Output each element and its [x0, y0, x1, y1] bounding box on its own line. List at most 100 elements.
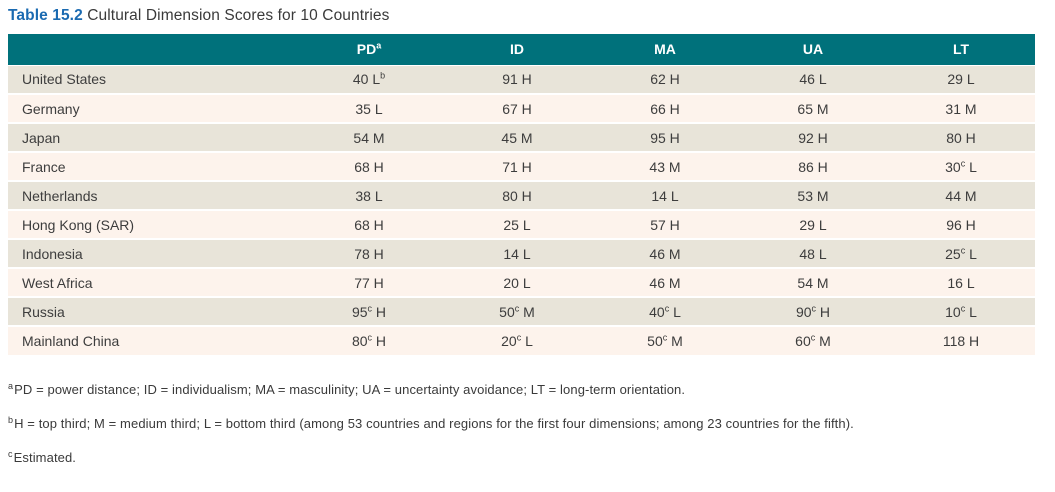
table-row: Japan 54 M 45 M 95 H 92 H 80 H	[8, 122, 1035, 152]
table-number: Table 15.2	[8, 7, 83, 24]
score-cell: 60c M	[739, 325, 887, 355]
column-label: MA	[654, 41, 676, 58]
column-header-lt: LT	[887, 34, 1035, 65]
table-header: PDa ID MA UA LT	[8, 34, 1035, 65]
footnote-marker: c	[367, 302, 373, 313]
table-title: Cultural Dimension Scores for 10 Countri…	[87, 7, 390, 24]
score-cell: 53 M	[739, 180, 887, 210]
footnote-marker: c	[960, 302, 966, 313]
score-cell: 14 L	[591, 180, 739, 210]
header-row: PDa ID MA UA LT	[8, 34, 1035, 65]
table-body: United States 40 Lb 91 H 62 H 46 L 29 L German…	[8, 64, 1035, 355]
score-cell: 95 H	[591, 122, 739, 152]
score-cell: 40 Lb	[295, 64, 443, 94]
country-name: Hong Kong (SAR)	[8, 209, 295, 239]
table-row: Germany 35 L 67 H 66 H 65 M 31 M	[8, 93, 1035, 123]
country-name: Russia	[8, 296, 295, 326]
score-cell: 50c M	[591, 325, 739, 355]
score-cell: 29 L	[887, 64, 1035, 94]
score-cell: 68 H	[295, 151, 443, 181]
score-cell: 78 H	[295, 238, 443, 268]
score-cell: 46 M	[591, 267, 739, 297]
table-row: Netherlands 38 L 80 H 14 L 53 M 44 M	[8, 180, 1035, 210]
column-header-ma: MA	[591, 34, 739, 65]
score-cell: 43 M	[591, 151, 739, 181]
score-cell: 29 L	[739, 209, 887, 239]
score-cell: 96 H	[887, 209, 1035, 239]
score-cell: 25 L	[443, 209, 591, 239]
table-row: United States 40 Lb 91 H 62 H 46 L 29 L	[8, 64, 1035, 94]
page: Table 15.2 Cultural Dimension Scores for…	[8, 7, 1055, 465]
score-cell: 62 H	[591, 64, 739, 94]
score-cell: 71 H	[443, 151, 591, 181]
footnote-marker: b	[380, 70, 386, 81]
footnote-marker: c	[811, 302, 817, 313]
score-cell: 66 H	[591, 93, 739, 123]
score-cell: 10c L	[887, 296, 1035, 326]
column-label: ID	[510, 41, 524, 58]
column-header-id: ID	[443, 34, 591, 65]
score-cell: 86 H	[739, 151, 887, 181]
column-label: LT	[952, 41, 970, 58]
table-row: Indonesia 78 H 14 L 46 M 48 L 25c L	[8, 238, 1035, 268]
score-cell: 38 L	[295, 180, 443, 210]
score-cell: 95c H	[295, 296, 443, 326]
score-cell: 65 M	[739, 93, 887, 123]
footnote-marker: c	[516, 332, 522, 343]
table-row: West Africa 77 H 20 L 46 M 54 M 16 L	[8, 267, 1035, 297]
country-name: Netherlands	[8, 180, 295, 210]
footnote-text: H = top third; M = medium third; L = bot…	[14, 416, 854, 431]
column-label: PD	[356, 41, 377, 58]
footnote-marker: c	[664, 302, 670, 313]
score-cell: 46 L	[739, 64, 887, 94]
score-cell: 68 H	[295, 209, 443, 239]
footnote-marker: c	[514, 302, 520, 313]
score-cell: 20c L	[443, 325, 591, 355]
footnote-b: bH = top third; M = medium third; L = bo…	[8, 414, 1055, 431]
footnote-marker: c	[810, 332, 816, 343]
footnote-marker: a	[8, 380, 14, 391]
footnote-marker: c	[960, 157, 966, 168]
score-cell: 92 H	[739, 122, 887, 152]
score-cell: 20 L	[443, 267, 591, 297]
score-cell: 14 L	[443, 238, 591, 268]
score-cell: 80c H	[295, 325, 443, 355]
country-name: Mainland China	[8, 325, 295, 355]
cultural-dimension-scores-table: PDa ID MA UA LT United States 40 Lb 91 H 62…	[8, 34, 1035, 355]
score-cell: 25c L	[887, 238, 1035, 268]
score-cell: 54 M	[295, 122, 443, 152]
footnote-text: PD = power distance; ID = individualism;…	[14, 382, 686, 397]
footnotes: aPD = power distance; ID = individualism…	[8, 380, 1055, 465]
score-cell: 35 L	[295, 93, 443, 123]
column-header-pd: PDa	[295, 34, 443, 65]
score-cell: 48 L	[739, 238, 887, 268]
table-row: France 68 H 71 H 43 M 86 H 30c L	[8, 151, 1035, 181]
footnote-marker: b	[8, 414, 14, 425]
score-cell: 54 M	[739, 267, 887, 297]
score-cell: 50c M	[443, 296, 591, 326]
score-cell: 67 H	[443, 93, 591, 123]
footnote-marker: c	[662, 332, 668, 343]
score-cell: 31 M	[887, 93, 1035, 123]
country-name: Indonesia	[8, 238, 295, 268]
column-footnote-marker: a	[376, 40, 382, 51]
country-name: United States	[8, 64, 295, 94]
table-row: Russia 95c H 50c M 40c L 90c H 10c L	[8, 296, 1035, 326]
score-cell: 80 H	[443, 180, 591, 210]
footnote-a: aPD = power distance; ID = individualism…	[8, 380, 1055, 397]
score-cell: 44 M	[887, 180, 1035, 210]
footnote-c: cEstimated.	[8, 448, 1055, 465]
footnote-marker: c	[367, 332, 373, 343]
score-cell: 90c H	[739, 296, 887, 326]
footnote-marker: c	[8, 448, 13, 459]
footnote-text: Estimated.	[13, 450, 77, 465]
column-label: UA	[802, 41, 824, 58]
score-cell: 91 H	[443, 64, 591, 94]
column-header-ua: UA	[739, 34, 887, 65]
table-row: Hong Kong (SAR) 68 H 25 L 57 H 29 L 96 H	[8, 209, 1035, 239]
score-cell: 80 H	[887, 122, 1035, 152]
table-row: Mainland China 80c H 20c L 50c M 60c M 118 H	[8, 325, 1035, 355]
country-name: Japan	[8, 122, 295, 152]
score-cell: 46 M	[591, 238, 739, 268]
country-name: France	[8, 151, 295, 181]
